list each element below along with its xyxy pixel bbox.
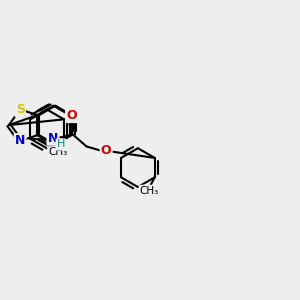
Text: N: N [15,134,26,147]
Text: H: H [57,140,65,149]
Text: O: O [66,109,77,122]
Text: O: O [101,144,112,158]
Text: CH₃: CH₃ [48,147,67,157]
Text: N: N [48,131,58,145]
Text: S: S [16,103,25,116]
Text: CH₃: CH₃ [140,186,159,196]
